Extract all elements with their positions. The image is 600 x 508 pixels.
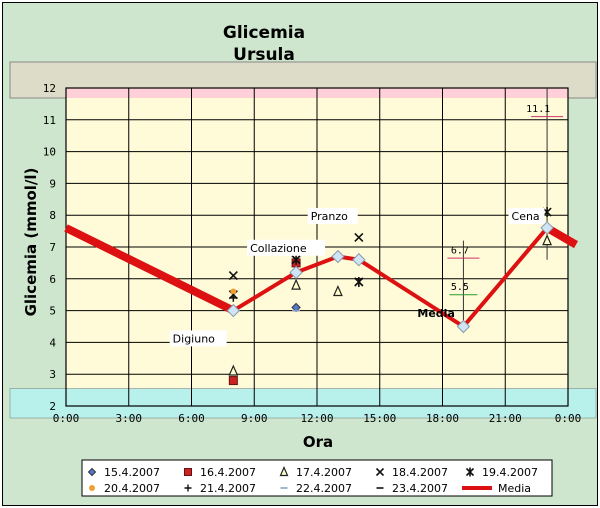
annotation-bg — [307, 207, 358, 224]
data-point — [228, 376, 238, 386]
chart-title: Glicemia — [223, 23, 305, 43]
data-point — [228, 364, 239, 376]
media-point — [289, 265, 303, 280]
y-tick-label: 10 — [43, 146, 56, 159]
data-point — [228, 271, 238, 281]
y-tick-label: 9 — [49, 177, 56, 190]
media-segment — [64, 224, 236, 315]
legend-swatch — [87, 467, 97, 477]
legend-label: Media — [498, 482, 531, 495]
legend-label: 15.4.2007 — [104, 466, 160, 479]
legend-label: 18.4.2007 — [392, 466, 448, 479]
media-point — [540, 221, 554, 235]
x-tick-label: 9:00 — [241, 412, 268, 425]
legend-swatch — [184, 468, 192, 476]
annotation-label: Collazione — [250, 242, 307, 255]
x-tick-label: 21:00 — [489, 412, 522, 425]
legend: 15.4.2007 16.4.2007 17.4.2007 18.4.2007 19.4… — [81, 459, 553, 497]
y-tick-label: 6 — [49, 273, 56, 286]
legend-label: 21.4.2007 — [200, 482, 256, 495]
data-point — [291, 278, 302, 290]
data-point — [332, 285, 343, 297]
annotation-label: 6.7 — [451, 245, 469, 256]
legend-label: 20.4.2007 — [104, 482, 160, 495]
data-point — [354, 232, 364, 243]
x-tick-label: 0:00 — [555, 412, 582, 425]
legend-swatch — [279, 466, 289, 477]
data-point — [291, 254, 301, 265]
y-tick-label: 12 — [43, 82, 56, 95]
annotation-label: Cena — [512, 210, 540, 223]
legend-swatch — [89, 485, 95, 491]
x-tick-label: 12:00 — [300, 412, 333, 425]
x-tick-label: 18:00 — [426, 412, 459, 425]
legend-label: 16.4.2007 — [200, 466, 256, 479]
media-point — [226, 303, 241, 318]
media-point — [331, 249, 345, 264]
media-point — [456, 319, 471, 334]
legend-label: 22.4.2007 — [296, 482, 352, 495]
legend-swatch — [184, 484, 192, 492]
legend-label: 17.4.2007 — [296, 466, 352, 479]
annotation-label: Digiuno — [173, 332, 216, 345]
annotation-label: 11.1 — [526, 104, 550, 115]
x-axis-title: Ora — [303, 433, 333, 451]
annotation-bg — [508, 207, 545, 224]
annotation-label: Pranzo — [311, 210, 348, 223]
y-axis-title: Glicemia (mmol/l) — [22, 168, 40, 317]
legend-label: 19.4.2007 — [482, 466, 538, 479]
y-tick-label: 4 — [49, 336, 56, 349]
x-tick-label: 0:00 — [53, 412, 80, 425]
chart-subtitle: Ursula — [233, 45, 295, 65]
annotation-label: Media — [417, 307, 454, 320]
y-tick-label: 2 — [49, 400, 56, 413]
annotation-bg — [247, 239, 326, 256]
band-1 — [9, 388, 597, 419]
plot-border — [65, 87, 569, 407]
x-tick-label: 15:00 — [363, 412, 396, 425]
x-tick-label: 6:00 — [178, 412, 205, 425]
annotation-bg — [169, 330, 227, 347]
legend-swatch — [465, 467, 475, 477]
data-point — [291, 302, 301, 313]
y-tick-label: 8 — [49, 209, 56, 222]
media-line — [232, 226, 549, 330]
media-point — [352, 253, 366, 267]
media-segment — [545, 224, 579, 249]
legend-swatch — [375, 467, 385, 477]
data-point — [542, 234, 553, 246]
legend-label: 23.4.2007 — [392, 482, 448, 495]
y-tick-label: 11 — [43, 114, 56, 127]
x-tick-label: 3:00 — [116, 412, 143, 425]
y-tick-label: 7 — [49, 241, 56, 254]
data-point — [230, 288, 237, 295]
data-point — [229, 293, 238, 302]
y-tick-label: 5 — [49, 305, 56, 318]
annotation-label: 5.5 — [451, 282, 469, 293]
y-tick-label: 3 — [49, 368, 56, 381]
